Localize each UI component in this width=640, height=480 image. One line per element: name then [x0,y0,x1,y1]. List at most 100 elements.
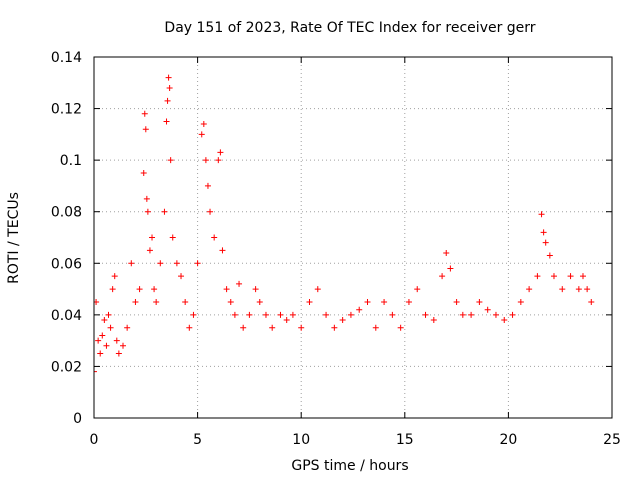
data-point [364,298,371,305]
data-point [397,324,404,331]
data-point [227,298,234,305]
data-point [111,273,118,280]
data-point [141,110,148,117]
data-point [430,317,437,324]
data-point [422,311,429,318]
data-point [492,311,499,318]
data-point [115,350,122,357]
y-tick-label: 0.12 [51,102,82,118]
data-point [269,324,276,331]
data-points [94,74,595,375]
data-point [142,126,149,133]
x-tick-label: 5 [193,432,202,448]
grid-lines [94,57,612,418]
data-point [173,260,180,267]
x-tick-label: 10 [292,432,310,448]
data-point [459,311,466,318]
data-point [211,234,218,241]
data-point [132,298,139,305]
data-point [246,311,253,318]
data-point [447,265,454,272]
y-tick-label: 0 [73,411,82,427]
chart-title: Day 151 of 2023, Rate Of TEC Index for r… [164,20,535,36]
y-tick-label: 0.04 [51,308,82,324]
data-point [169,234,176,241]
data-point [306,298,313,305]
data-point [204,182,211,189]
data-point [101,317,108,324]
data-point [540,229,547,236]
data-point [567,273,574,280]
data-point [550,273,557,280]
data-point [381,298,388,305]
data-point [256,298,263,305]
y-tick-label: 0.06 [51,256,82,272]
data-point [414,286,421,293]
data-point [501,317,508,324]
data-point [298,324,305,331]
x-tick-label: 0 [90,432,99,448]
data-point [140,170,147,177]
data-point [526,286,533,293]
axis-ticks [93,56,613,419]
data-point [579,273,586,280]
data-point [484,306,491,313]
data-point [95,337,102,344]
data-point [389,311,396,318]
data-point [120,342,127,349]
data-point [157,260,164,267]
data-point [217,149,224,156]
data-point [128,260,135,267]
data-point [105,311,112,318]
data-point [356,306,363,313]
y-tick-label: 0.08 [51,205,82,221]
data-point [146,247,153,254]
x-tick-labels: 0 5 10 15 20 25 [90,432,621,448]
data-point [252,286,259,293]
data-point [186,324,193,331]
x-tick-label: 25 [603,432,621,448]
data-point [509,311,516,318]
data-point [517,298,524,305]
data-point [103,342,110,349]
data-point [161,208,168,215]
y-axis-label: ROTI / TECUs [6,192,22,284]
data-point [178,273,185,280]
data-point [347,311,354,318]
data-point [289,311,296,318]
data-point [236,280,243,287]
data-point [538,211,545,218]
data-point [223,286,230,293]
x-axis-label: GPS time / hours [291,458,408,474]
data-point [143,195,150,202]
data-point [575,286,582,293]
data-point [167,157,174,164]
data-point [323,311,330,318]
data-point [331,324,338,331]
data-point [476,298,483,305]
data-point [198,131,205,138]
data-point [453,298,460,305]
data-point [283,317,290,324]
plot-frame [93,56,613,419]
data-point [588,298,595,305]
data-point [277,311,284,318]
data-point [107,324,114,331]
y-tick-label: 0.1 [60,153,82,169]
data-point [113,337,120,344]
data-point [372,324,379,331]
y-tick-label: 0.14 [51,50,82,66]
data-point [202,157,209,164]
data-point [99,332,106,339]
data-point [439,273,446,280]
data-point [584,286,591,293]
data-point [405,298,412,305]
data-point [542,239,549,246]
data-point [314,286,321,293]
data-point [207,208,214,215]
x-tick-label: 20 [499,432,517,448]
data-point [163,118,170,125]
data-point [468,311,475,318]
y-tick-labels: 0 0.02 0.04 0.06 0.08 0.1 0.12 0.14 [51,50,82,427]
